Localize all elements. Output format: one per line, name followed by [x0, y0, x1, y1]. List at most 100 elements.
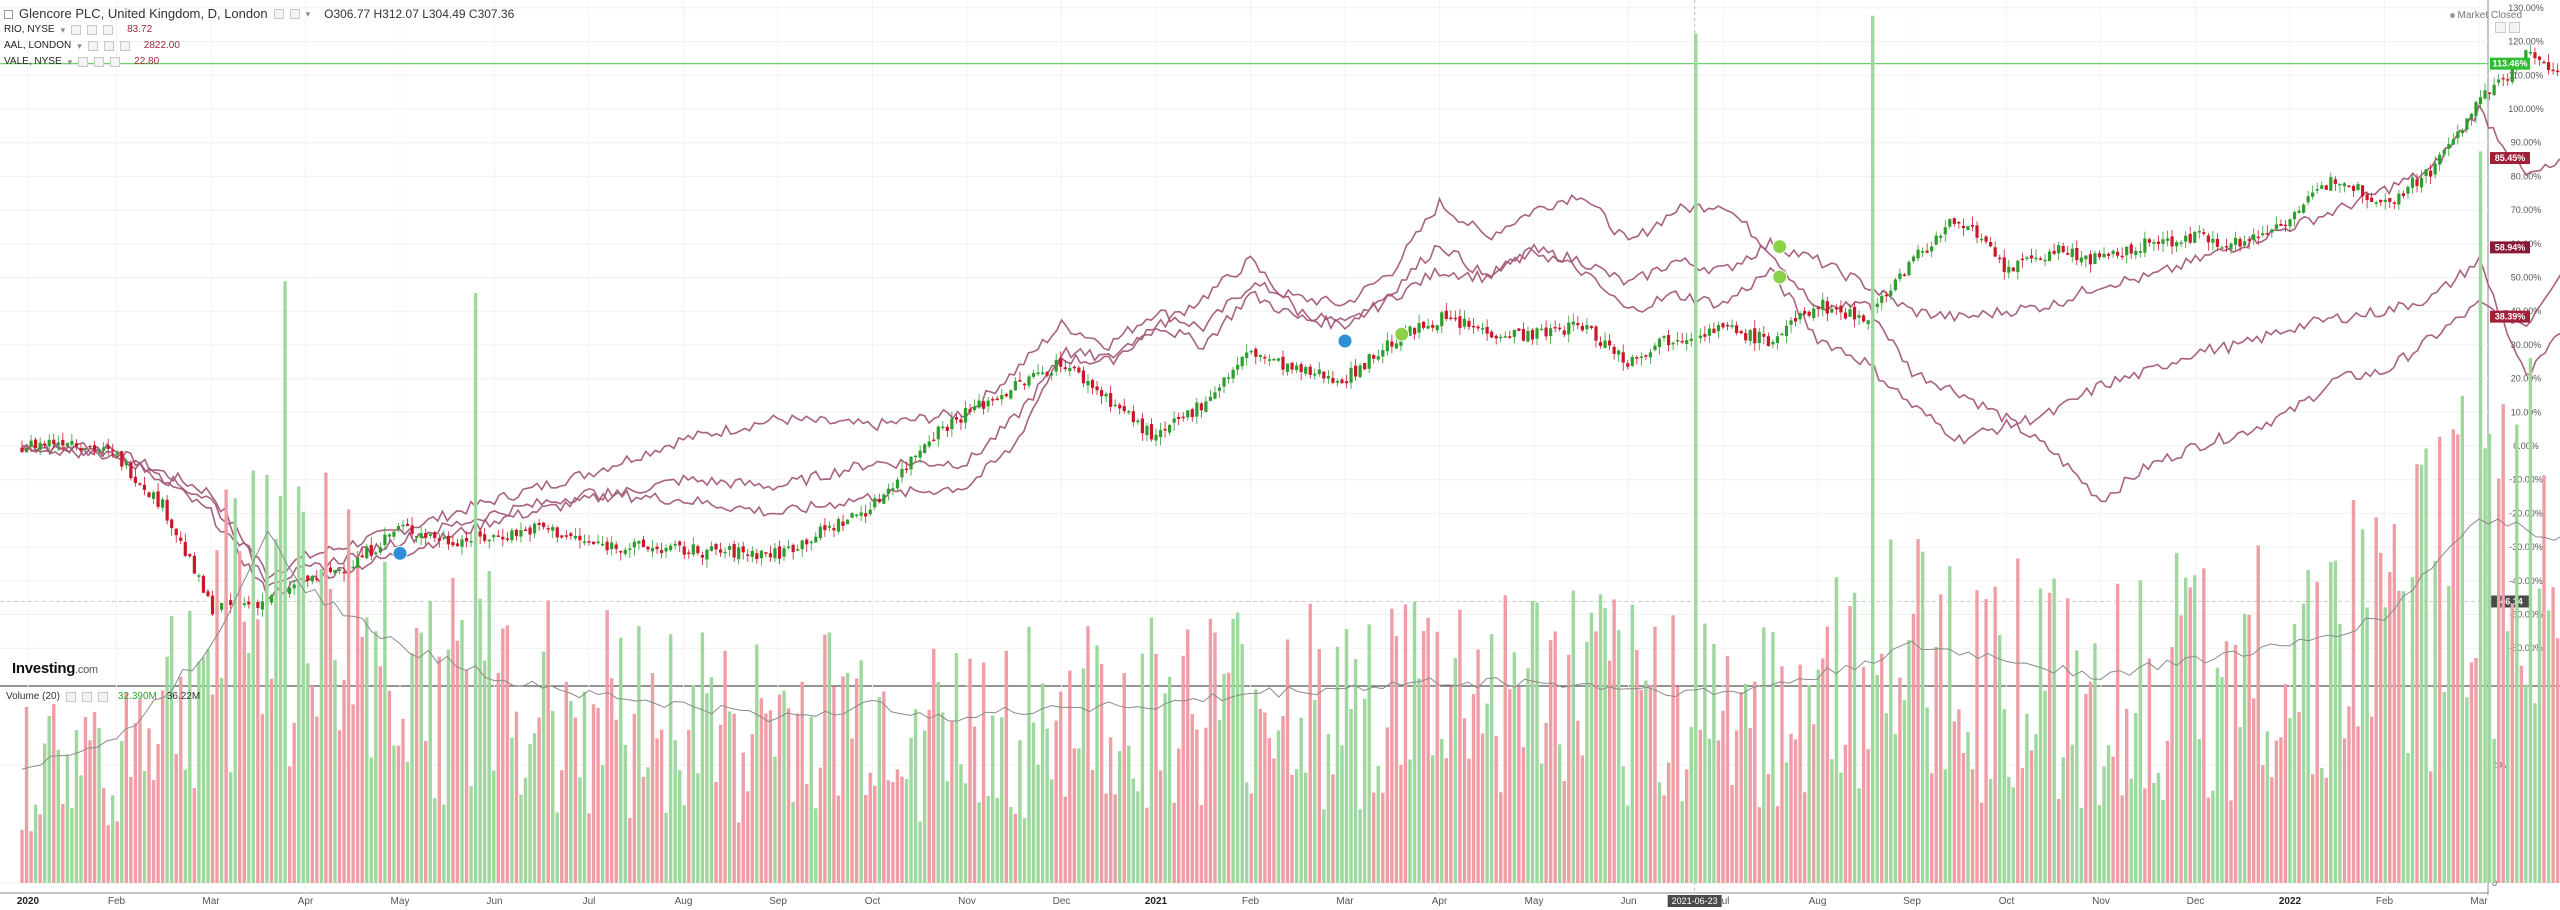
volume-bar	[2542, 475, 2546, 883]
remove-icon[interactable]	[119, 41, 130, 51]
volume-bar	[192, 788, 197, 883]
volume-bar	[292, 722, 296, 883]
volume-bar	[1131, 778, 1136, 883]
candle-body	[2279, 223, 2283, 226]
close-pane-icon[interactable]	[2509, 22, 2520, 33]
volume-bar	[1553, 631, 1557, 883]
volume-bar	[228, 772, 233, 883]
volume-bar	[1789, 733, 1793, 883]
volume-bar	[2347, 706, 2351, 883]
settings-icon[interactable]	[273, 9, 284, 19]
hide-icon[interactable]	[81, 691, 92, 702]
remove-icon[interactable]	[110, 57, 121, 67]
volume-bar	[705, 693, 709, 883]
maximize-icon[interactable]	[2495, 22, 2506, 33]
volume-bar	[1558, 744, 1562, 883]
candle-body	[333, 570, 337, 574]
volume-bar	[1721, 710, 1725, 883]
candle-body	[2478, 97, 2483, 105]
volume-bar	[424, 741, 428, 883]
volume-bar	[537, 717, 541, 883]
candle-body	[1158, 430, 1163, 438]
collapse-toggle-icon[interactable]	[4, 9, 13, 19]
candle-body	[1884, 294, 1888, 297]
hide-icon[interactable]	[87, 25, 98, 35]
volume-bar	[1825, 626, 1830, 883]
price-tick-label: 10.00%	[2511, 407, 2542, 417]
candle-body	[1009, 390, 1013, 399]
chevron-down-icon[interactable]: ▾	[67, 57, 73, 67]
volume-bar	[1480, 733, 1485, 883]
candle-body	[2134, 250, 2138, 256]
compare-value: 83.72	[127, 24, 153, 35]
settings-icon[interactable]	[71, 25, 82, 35]
volume-bar	[900, 776, 904, 883]
chevron-down-icon[interactable]: ▾	[60, 25, 66, 35]
candle-body	[1657, 338, 1662, 347]
volume-bar	[1839, 772, 1843, 883]
candle-body	[510, 530, 514, 541]
candle-body	[2388, 198, 2392, 202]
volume-bar	[1843, 744, 1848, 883]
candle-body	[1549, 328, 1553, 337]
volume-bar	[2501, 404, 2505, 883]
candle-body	[1490, 331, 1494, 338]
candle-body	[705, 549, 709, 560]
hide-icon[interactable]	[94, 57, 105, 67]
settings-icon[interactable]	[78, 57, 89, 67]
settings-icon[interactable]	[65, 691, 76, 702]
candle-body	[1530, 330, 1535, 340]
candle-body	[691, 544, 695, 555]
volume-bar	[1539, 763, 1544, 883]
chevron-down-icon[interactable]: ▾	[77, 41, 82, 51]
event-marker-icon	[1772, 239, 1788, 255]
volume-bar	[1199, 805, 1204, 883]
candle-body	[1322, 371, 1326, 379]
candle-body	[2429, 170, 2433, 177]
candle-body	[2138, 251, 2142, 254]
remove-icon[interactable]	[97, 691, 108, 702]
candle-body	[247, 601, 251, 605]
candle-body	[1099, 390, 1104, 397]
settings-icon[interactable]	[87, 41, 98, 51]
volume-bar	[1358, 809, 1362, 883]
candle-body	[1703, 334, 1707, 337]
candle-body	[836, 519, 841, 532]
volume-bar	[1471, 694, 1476, 883]
candle-body	[2360, 185, 2365, 197]
volume-bar	[2193, 575, 2197, 883]
volume-bar	[38, 814, 42, 883]
candle-body	[1408, 326, 1412, 336]
hide-icon[interactable]	[103, 41, 114, 51]
volume-bar	[174, 754, 178, 883]
candle-body	[2175, 242, 2179, 247]
volume-bar	[138, 699, 142, 883]
volume-bar	[1240, 643, 1244, 883]
candle-body	[796, 549, 800, 551]
volume-bar	[2537, 588, 2542, 883]
volume-bar	[1657, 782, 1662, 883]
candle-body	[2324, 185, 2328, 190]
candle-body	[1499, 336, 1503, 339]
volume-bar	[179, 676, 183, 883]
volume-legend: Volume (20) 32.390M 36.22M	[6, 691, 200, 702]
candle-body	[97, 450, 101, 452]
candle-body	[20, 447, 24, 453]
candle-body	[1676, 339, 1680, 342]
candle-body	[1127, 411, 1131, 413]
volume-bar	[2165, 740, 2170, 883]
candle-body	[1735, 325, 1739, 334]
volume-bar	[1118, 751, 1122, 883]
remove-icon[interactable]	[103, 25, 114, 35]
candle-body	[687, 552, 691, 555]
hide-icon[interactable]	[289, 9, 300, 19]
time-tick-label: Jul	[583, 896, 596, 907]
candle-body	[2311, 192, 2315, 197]
candle-body	[1757, 331, 1761, 343]
candle-body	[161, 499, 165, 508]
volume-bar	[206, 649, 210, 883]
chevron-down-icon[interactable]: ▾	[305, 9, 311, 19]
volume-bar	[1372, 792, 1376, 883]
candle-body	[873, 498, 877, 508]
candle-body	[2106, 253, 2111, 256]
